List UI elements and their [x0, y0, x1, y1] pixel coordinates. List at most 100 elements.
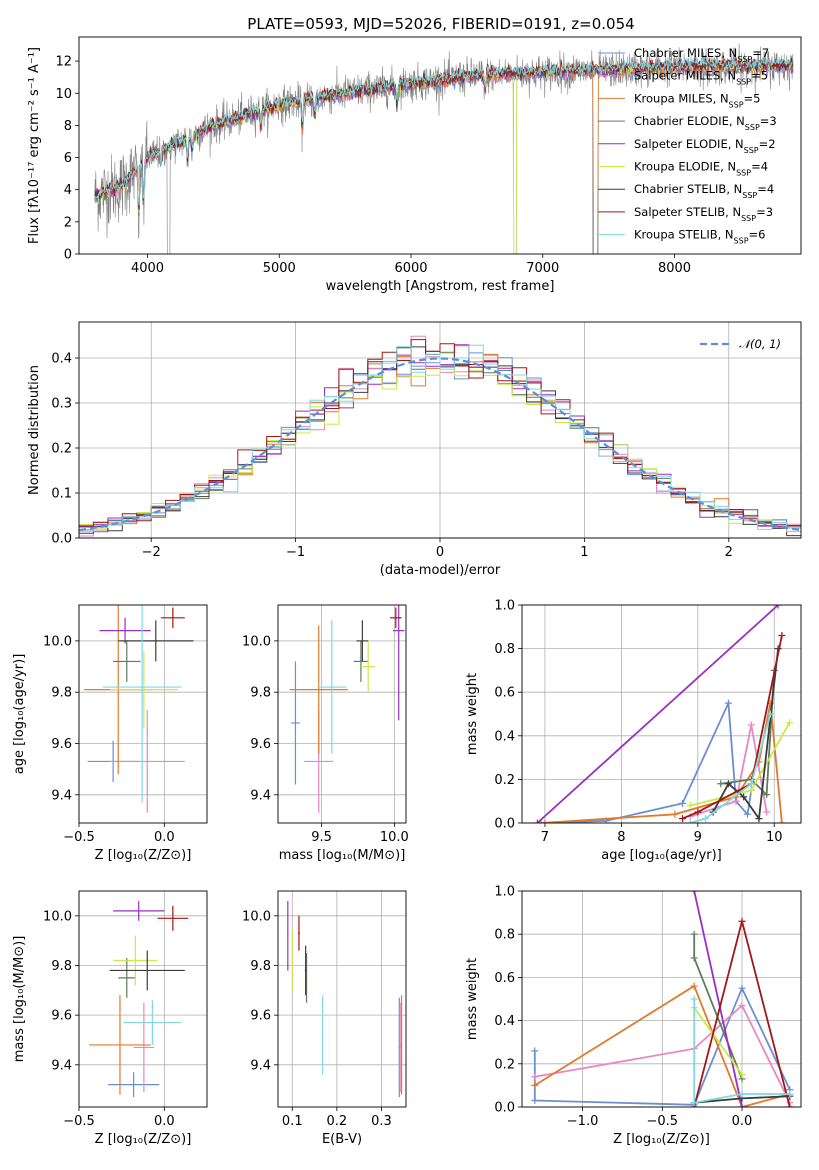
y-tick-label: 0	[64, 248, 72, 263]
mass-weight-marker	[690, 930, 698, 938]
mass-weight-marker	[671, 810, 679, 818]
plot-area	[278, 605, 406, 823]
mass-weight-marker	[755, 815, 763, 823]
y-tick-label: 0.2	[494, 773, 515, 788]
y-tick-label: 0.8	[494, 642, 515, 657]
axes-frame	[78, 321, 802, 539]
mass-weight-marker	[747, 721, 755, 729]
legend-label-subscript: SSP	[737, 55, 752, 64]
y-tick-label: 10.0	[242, 909, 271, 924]
legend-label: Kroupa ELODIE, NSSP=4	[634, 160, 768, 178]
mass-weight-marker	[763, 808, 771, 816]
mass-weight-marker	[778, 819, 786, 823]
spectrum-panel: 4000 5000 6000 7000 8000 0 2 4 6 8 10 12 wavelength …	[27, 36, 802, 294]
y-tick-label: 9.4	[51, 1058, 72, 1073]
legend-label-text: Salpeter ELODIE, N	[634, 137, 744, 151]
y-tick-label: 9.8	[51, 959, 72, 974]
legend-label-subscript: SSP	[729, 100, 744, 109]
legend-label: 𝒩(0, 1)	[739, 337, 781, 351]
mass-weight-marker	[694, 808, 702, 816]
y-axis-label: mass weight	[465, 958, 480, 1040]
mass-weight-marker	[531, 1081, 539, 1089]
legend-label: Kroupa MILES, NSSP=5	[634, 91, 760, 109]
data-layer	[287, 900, 403, 1098]
y-tick-label: 0.0	[494, 817, 515, 832]
mass-weight-marker	[541, 819, 549, 823]
legend-label-count: =7	[752, 46, 769, 60]
y-axis-label: age [log₁₀(age/yr)]	[12, 654, 27, 775]
residual-histogram-panel: −2 −1 0 1 2 0.0 0.1 0.2 0.3 0.4 (data-model)/error…	[27, 321, 802, 578]
data-layer	[531, 891, 794, 1107]
x-tick-label: 0	[436, 545, 444, 560]
mass-weight-line	[536, 605, 779, 823]
x-tick-label: 7	[541, 830, 549, 845]
x-tick-label: 8000	[658, 261, 691, 276]
x-tick-label: −1.0	[567, 1114, 599, 1129]
legend-label: Chabrier MILES, NSSP=7	[634, 46, 769, 64]
y-tick-label: 1.0	[494, 599, 515, 614]
data-layer	[289, 605, 405, 813]
legend-label-count: =4	[751, 160, 768, 174]
data-layer	[84, 605, 194, 813]
y-tick-label: 0.6	[494, 686, 515, 701]
y-tick-label: 9.6	[51, 1009, 72, 1024]
mass-weight-marker	[701, 815, 709, 823]
x-tick-label: 4000	[131, 261, 164, 276]
x-tick-label: 2	[725, 545, 733, 560]
y-tick-label: 10.0	[43, 909, 72, 924]
y-tick-label: 0.3	[51, 397, 72, 412]
x-axis-label: Z [log₁₀(Z/Z⊙)]	[613, 1132, 710, 1147]
mass-weight-marker	[533, 819, 541, 823]
y-axis-label: Normed distribution	[27, 365, 42, 495]
mass-weight-marker	[747, 780, 755, 788]
axes-frame	[521, 890, 802, 1108]
y-tick-label: 10.0	[242, 634, 271, 649]
mass-weight-marker	[531, 1073, 539, 1081]
mass-weight-marker	[766, 710, 774, 718]
residual-histogram-series	[79, 350, 801, 533]
y-tick-label: 8	[64, 119, 72, 134]
y-tick-label: 12	[55, 55, 72, 70]
x-tick-label: −0.5	[63, 830, 95, 845]
legend-label-text: Kroupa ELODIE, N	[634, 160, 736, 174]
x-tick-label: 1	[580, 545, 588, 560]
legend-label-text: Kroupa STELIB, N	[634, 228, 734, 242]
legend-label-count: =5	[744, 91, 761, 105]
y-tick-label: 0.4	[51, 352, 72, 367]
y-tick-label: 9.6	[250, 737, 271, 752]
y-tick-label: 9.4	[51, 788, 72, 803]
y-axis-label: Flux [fλ10⁻¹⁷ erg cm⁻² s⁻¹ A⁻¹]	[27, 47, 42, 244]
mass-weight-marker	[738, 917, 746, 925]
legend-label-subscript: SSP	[736, 168, 751, 177]
x-tick-label: 7000	[526, 261, 559, 276]
y-tick-label: 2	[64, 215, 72, 230]
legend-label-text: Chabrier MILES, N	[634, 46, 737, 60]
y-tick-label: 6	[64, 151, 72, 166]
mass-weight-marker	[738, 1103, 746, 1107]
mass-weight-marker	[679, 815, 687, 823]
y-tick-label: 0.0	[51, 532, 72, 547]
y-axis-label: mass [log₁₀(M/M⊙)]	[12, 936, 27, 1063]
weight-vs-metallicity-panel: −1.0 −0.5 0.0 0.0 0.2 0.4 0.6 0.8 1.0 Z [log₁₀(Z/…	[465, 885, 802, 1147]
x-axis-label: Z [log₁₀(Z/Z⊙)]	[95, 1132, 192, 1147]
y-tick-label: 0.6	[494, 971, 515, 986]
axes-frame	[521, 604, 802, 824]
mass-weight-marker	[690, 954, 698, 962]
y-tick-label: 9.8	[51, 686, 72, 701]
mass-weight-marker	[738, 984, 746, 992]
legend-label-subscript: SSP	[745, 123, 760, 132]
weight-vs-age-panel: 7 8 9 10 0.0 0.2 0.4 0.6 0.8 1.0 age [log₁₀(age/yr…	[465, 599, 802, 863]
mass-weight-marker	[778, 632, 786, 640]
y-tick-label: 9.8	[250, 686, 271, 701]
legend-label-subscript: SSP	[741, 213, 756, 222]
mass-vs-metallicity-panel: −0.5 0.0 9.4 9.6 9.8 10.0 Z [log₁₀(Z/Z⊙)] mass …	[12, 890, 208, 1147]
data-layer	[94, 43, 794, 254]
mass-weight-marker	[717, 780, 725, 788]
plot-area	[522, 604, 801, 824]
mass-weight-marker	[686, 819, 694, 823]
mass-weight-marker	[763, 791, 771, 799]
data-layer	[89, 900, 189, 1098]
x-axis-label: wavelength [Angstrom, rest frame]	[326, 279, 555, 294]
